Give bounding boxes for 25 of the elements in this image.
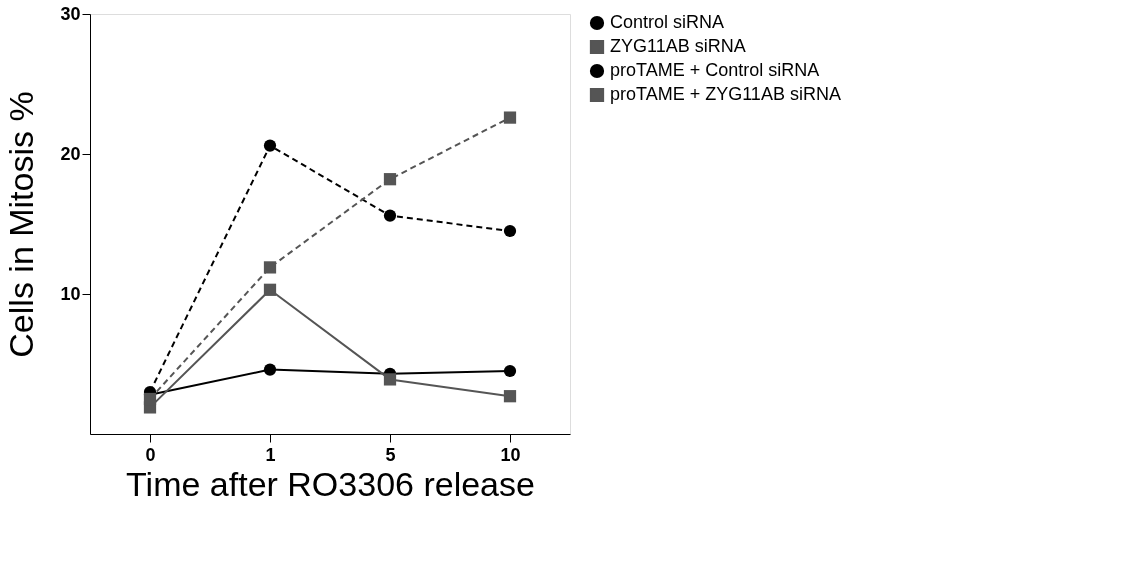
- x-tick-label: 1: [265, 444, 276, 465]
- point: [503, 390, 517, 403]
- x-tick-label: 10: [500, 444, 521, 465]
- x-tick-label: 5: [385, 444, 396, 465]
- y-tick-label: 10: [60, 283, 81, 304]
- point: [383, 373, 397, 386]
- y-tick-label: 30: [60, 3, 81, 24]
- point: [503, 224, 517, 238]
- legend-label: proTAME + ZYG11AB siRNA: [610, 84, 841, 104]
- point: [263, 261, 277, 274]
- legend-label: proTAME + Control siRNA: [610, 60, 820, 80]
- point: [263, 139, 277, 152]
- y-axis-title: Cells in Mitosis %: [2, 91, 41, 358]
- point: [263, 283, 277, 296]
- y-tick-label: 20: [60, 143, 81, 164]
- legend-label: Control siRNA: [610, 12, 725, 32]
- point: [503, 364, 517, 378]
- point: [503, 111, 517, 124]
- x-tick-label: 0: [145, 444, 156, 465]
- point: [383, 209, 397, 222]
- point: [263, 363, 277, 376]
- point: [143, 392, 157, 406]
- point: [383, 173, 397, 186]
- legend-label: ZYG11AB siRNA: [610, 36, 746, 56]
- x-axis-title: Time after RO3306 release: [126, 464, 535, 503]
